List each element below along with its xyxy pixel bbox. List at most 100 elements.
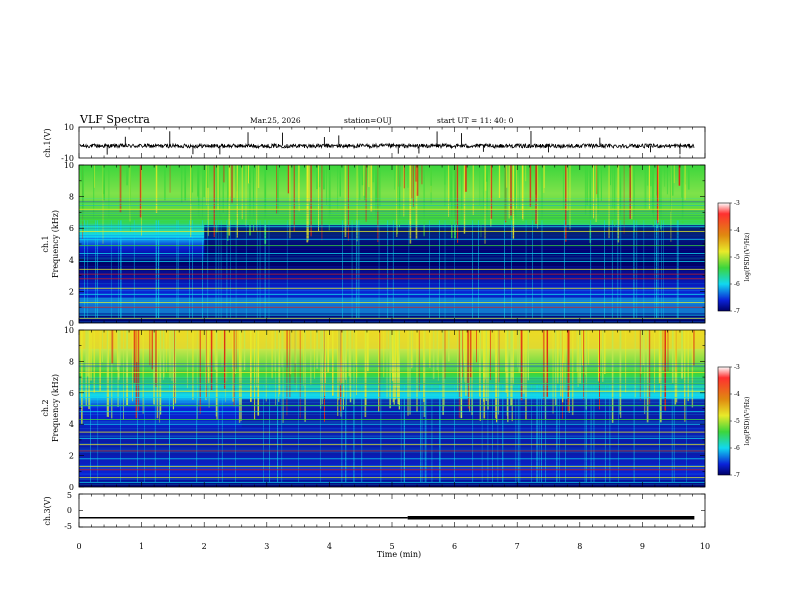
spectrum-streak xyxy=(196,330,198,419)
frequency-tick-label: 4 xyxy=(69,256,74,265)
spectrum-streak xyxy=(585,330,587,410)
narrowband-line xyxy=(79,473,705,475)
spectrum-streak xyxy=(361,384,363,483)
spectrum-streak xyxy=(671,384,673,483)
spectrum-streak xyxy=(340,330,343,384)
narrowband-line xyxy=(79,465,705,467)
spectrum-streak xyxy=(318,165,319,231)
spectrum-streak xyxy=(557,330,559,384)
spectrum-streak xyxy=(552,330,554,414)
spectrum-streak xyxy=(106,330,109,417)
spectrum-streak xyxy=(254,330,256,420)
colorbar-tick-label: -6 xyxy=(734,281,740,288)
colorbar-scale xyxy=(717,366,731,476)
narrowband-line xyxy=(79,198,705,199)
spectrum-streak xyxy=(590,384,592,483)
spectrum-streak xyxy=(353,330,355,405)
spectrum-streak xyxy=(299,330,301,418)
spectrum-streak xyxy=(521,165,523,211)
spectrum-streak xyxy=(512,165,515,240)
spectrum-streak xyxy=(464,165,467,192)
narrowband-line xyxy=(79,238,705,240)
spectrum-streak xyxy=(221,330,223,368)
spectrum-streak xyxy=(437,330,439,381)
narrowband-line xyxy=(79,447,705,449)
spectrum-streak xyxy=(659,384,660,483)
spectrum-streak xyxy=(676,330,678,403)
spectrum-streak xyxy=(324,330,326,384)
spectrum-streak xyxy=(221,384,223,483)
spectrum-streak xyxy=(353,384,355,483)
spectrum-streak xyxy=(199,330,201,414)
frequency-tick-label: 0 xyxy=(69,319,74,328)
spectrum-streak xyxy=(567,330,570,412)
spectrum-streak xyxy=(155,330,157,387)
narrowband-line xyxy=(79,268,705,270)
spectrum-streak xyxy=(681,165,683,198)
narrowband-line xyxy=(79,290,705,292)
time-tick-label: 10 xyxy=(700,542,710,551)
spectrum-streak xyxy=(368,165,370,188)
spectrum-streak xyxy=(619,165,622,217)
spectrum-streak xyxy=(597,330,599,382)
narrowband-line xyxy=(79,446,705,448)
spectrum-streak xyxy=(569,330,570,391)
spectrum-streak xyxy=(403,165,405,189)
spectrum-streak xyxy=(579,330,581,384)
spectrum-streak xyxy=(486,165,488,220)
spectrum-streak xyxy=(449,165,451,202)
frequency-tick-label: 2 xyxy=(69,452,74,461)
spectrum-streak xyxy=(423,330,425,402)
frequency-tick-label: 0 xyxy=(69,483,74,492)
ch2-spectrogram-channel-label: ch.2 xyxy=(41,399,50,416)
spectrum-streak xyxy=(310,165,312,237)
spectrum-streak xyxy=(484,165,486,244)
spectrum-streak xyxy=(512,330,514,385)
colorbar-tick-label: -3 xyxy=(734,200,740,207)
spectrum-streak xyxy=(646,330,649,423)
spectrum-streak xyxy=(678,165,681,186)
spectrum-streak xyxy=(522,165,524,221)
spectrum-streak xyxy=(625,330,627,393)
narrowband-line xyxy=(79,314,705,316)
spectrum-streak xyxy=(349,330,352,403)
spectrum-streak xyxy=(519,384,521,483)
spectrum-streak xyxy=(169,165,171,193)
spectrum-streak xyxy=(245,165,247,226)
narrowband-line xyxy=(79,292,705,294)
spectrum-streak xyxy=(481,384,483,483)
time-tick-label: 6 xyxy=(452,542,457,551)
spectrum-streak xyxy=(492,384,493,483)
spectrum-streak xyxy=(467,330,470,409)
narrowband-line xyxy=(79,297,705,299)
spectrum-streak xyxy=(646,165,649,186)
ch1-spectrogram-yticks: 0 2 4 6 8 10 xyxy=(64,161,705,328)
spectrum-streak xyxy=(394,330,397,400)
spectrum-streak xyxy=(99,330,101,391)
spectrum-streak xyxy=(294,330,297,364)
narrowband-line xyxy=(79,478,705,480)
spectrum-streak xyxy=(430,165,432,186)
narrowband-line xyxy=(79,295,705,296)
spectrum-streak xyxy=(365,165,367,222)
spectrum-streak xyxy=(569,165,571,230)
narrowband-line xyxy=(79,305,705,306)
spectrum-streak xyxy=(140,165,142,236)
spectrum-streak xyxy=(487,330,489,410)
narrowband-line xyxy=(79,237,705,239)
narrowband-line xyxy=(79,210,705,212)
spectrum-streak xyxy=(502,384,504,483)
spectrum-streak xyxy=(102,165,104,244)
narrowband-line xyxy=(79,317,705,318)
colorbar-label: log(PSD)(V²/Hz) xyxy=(744,233,751,282)
spectrum-streak xyxy=(554,330,557,406)
spectrum-streak xyxy=(202,165,203,224)
time-tick-label: 1 xyxy=(139,542,144,551)
spectrum-streak xyxy=(515,384,517,483)
narrowband-line xyxy=(79,377,705,378)
narrowband-line xyxy=(79,245,705,247)
spectrum-streak xyxy=(180,165,183,203)
spectrum-streak xyxy=(398,165,401,224)
spectrum-streak xyxy=(440,384,441,483)
narrowband-line xyxy=(79,258,705,259)
